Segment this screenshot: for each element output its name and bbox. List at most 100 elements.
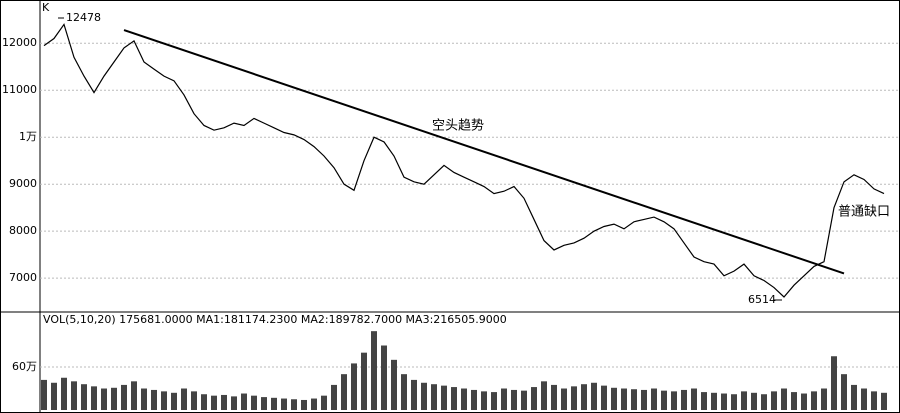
annotation: 空头趋势 (432, 118, 484, 134)
volume-bar (71, 381, 77, 410)
volume-bar (391, 359, 397, 410)
y-tick-label: 8000 (9, 224, 37, 237)
volume-bar (841, 374, 847, 410)
volume-bar (461, 388, 467, 410)
volume-bar (601, 385, 607, 410)
volume-bar (201, 394, 207, 410)
volume-bar (451, 387, 457, 410)
volume-bar (691, 388, 697, 410)
volume-bar (361, 352, 367, 410)
y-tick-label: 7000 (9, 271, 37, 284)
volume-bar (871, 391, 877, 410)
volume-bar (611, 387, 617, 410)
volume-bar (791, 392, 797, 410)
volume-bar (621, 388, 627, 410)
volume-bar (321, 395, 327, 410)
volume-bar (811, 391, 817, 410)
volume-bar (221, 394, 227, 410)
volume-bar (171, 392, 177, 410)
axis-label: K (42, 1, 50, 14)
volume-bar (151, 389, 157, 410)
volume-bar (101, 388, 107, 410)
volume-bar (431, 384, 437, 410)
volume-bar (851, 384, 857, 410)
volume-bar (301, 399, 307, 410)
volume-bar (291, 399, 297, 410)
volume-bar (731, 394, 737, 410)
volume-bar (541, 381, 547, 410)
volume-bar (861, 388, 867, 410)
volume-bar (51, 382, 57, 410)
y-tick-label: 9000 (9, 177, 37, 190)
volume-bar (631, 389, 637, 410)
volume-bar (251, 395, 257, 410)
volume-bar (781, 388, 787, 410)
volume-bar (181, 388, 187, 410)
volume-bar (561, 388, 567, 410)
volume-bar (281, 398, 287, 410)
trend-line (123, 29, 845, 275)
volume-bar (131, 381, 137, 410)
price-line (43, 23, 885, 298)
volume-bar (661, 390, 667, 410)
volume-bar (581, 384, 587, 410)
volume-bar (821, 388, 827, 410)
volume-bar (341, 374, 347, 410)
volume-bar (121, 384, 127, 410)
volume-bar (481, 391, 487, 410)
low-label: 6514 (748, 293, 776, 306)
volume-bar (801, 393, 807, 410)
volume-bar (511, 389, 517, 410)
volume-bar (161, 391, 167, 410)
volume-bar (551, 384, 557, 410)
volume-header: VOL(5,10,20) 175681.0000 MA1:181174.2300… (43, 313, 507, 326)
volume-bar (641, 389, 647, 410)
volume-bar (501, 388, 507, 410)
volume-bar (191, 391, 197, 410)
volume-bar (881, 392, 887, 410)
volume-bar (351, 363, 357, 410)
volume-bar (771, 391, 777, 410)
y-tick-label: 12000 (2, 36, 37, 49)
volume-bar (681, 389, 687, 410)
volume-bar (441, 385, 447, 410)
y-tick-label: 11000 (2, 83, 37, 96)
volume-bar (41, 379, 47, 410)
volume-bar (721, 393, 727, 410)
volume-bar (741, 391, 747, 410)
volume-bar (271, 397, 277, 410)
volume-bar (111, 387, 117, 410)
volume-bar (371, 331, 377, 410)
volume-bar (81, 384, 87, 410)
volume-bar (671, 391, 677, 410)
volume-bar (701, 392, 707, 410)
high-label: 12478 (66, 11, 101, 24)
volume-bar (311, 398, 317, 410)
volume-bar (211, 395, 217, 410)
volume-bar (521, 390, 527, 410)
volume-bar (831, 356, 837, 410)
volume-bar (61, 377, 67, 410)
volume-bar (491, 392, 497, 410)
volume-bar (141, 388, 147, 410)
volume-bar (241, 393, 247, 410)
annotation: 普通缺口 (838, 205, 890, 220)
volume-bar (331, 384, 337, 410)
volume-bar (591, 382, 597, 410)
volume-bar (231, 396, 237, 410)
volume-bar (401, 374, 407, 410)
volume-bar (751, 392, 757, 410)
volume-bar (531, 387, 537, 410)
volume-bar (471, 389, 477, 410)
volume-bar (381, 345, 387, 410)
volume-bar (571, 386, 577, 410)
volume-bar (261, 397, 267, 410)
volume-bar (761, 394, 767, 410)
volume-bar (91, 386, 97, 410)
y-tick-label: 1万 (19, 130, 37, 143)
volume-bar (651, 388, 657, 410)
volume-bar (421, 382, 427, 410)
volume-bar (711, 392, 717, 410)
volume-bar (411, 379, 417, 410)
